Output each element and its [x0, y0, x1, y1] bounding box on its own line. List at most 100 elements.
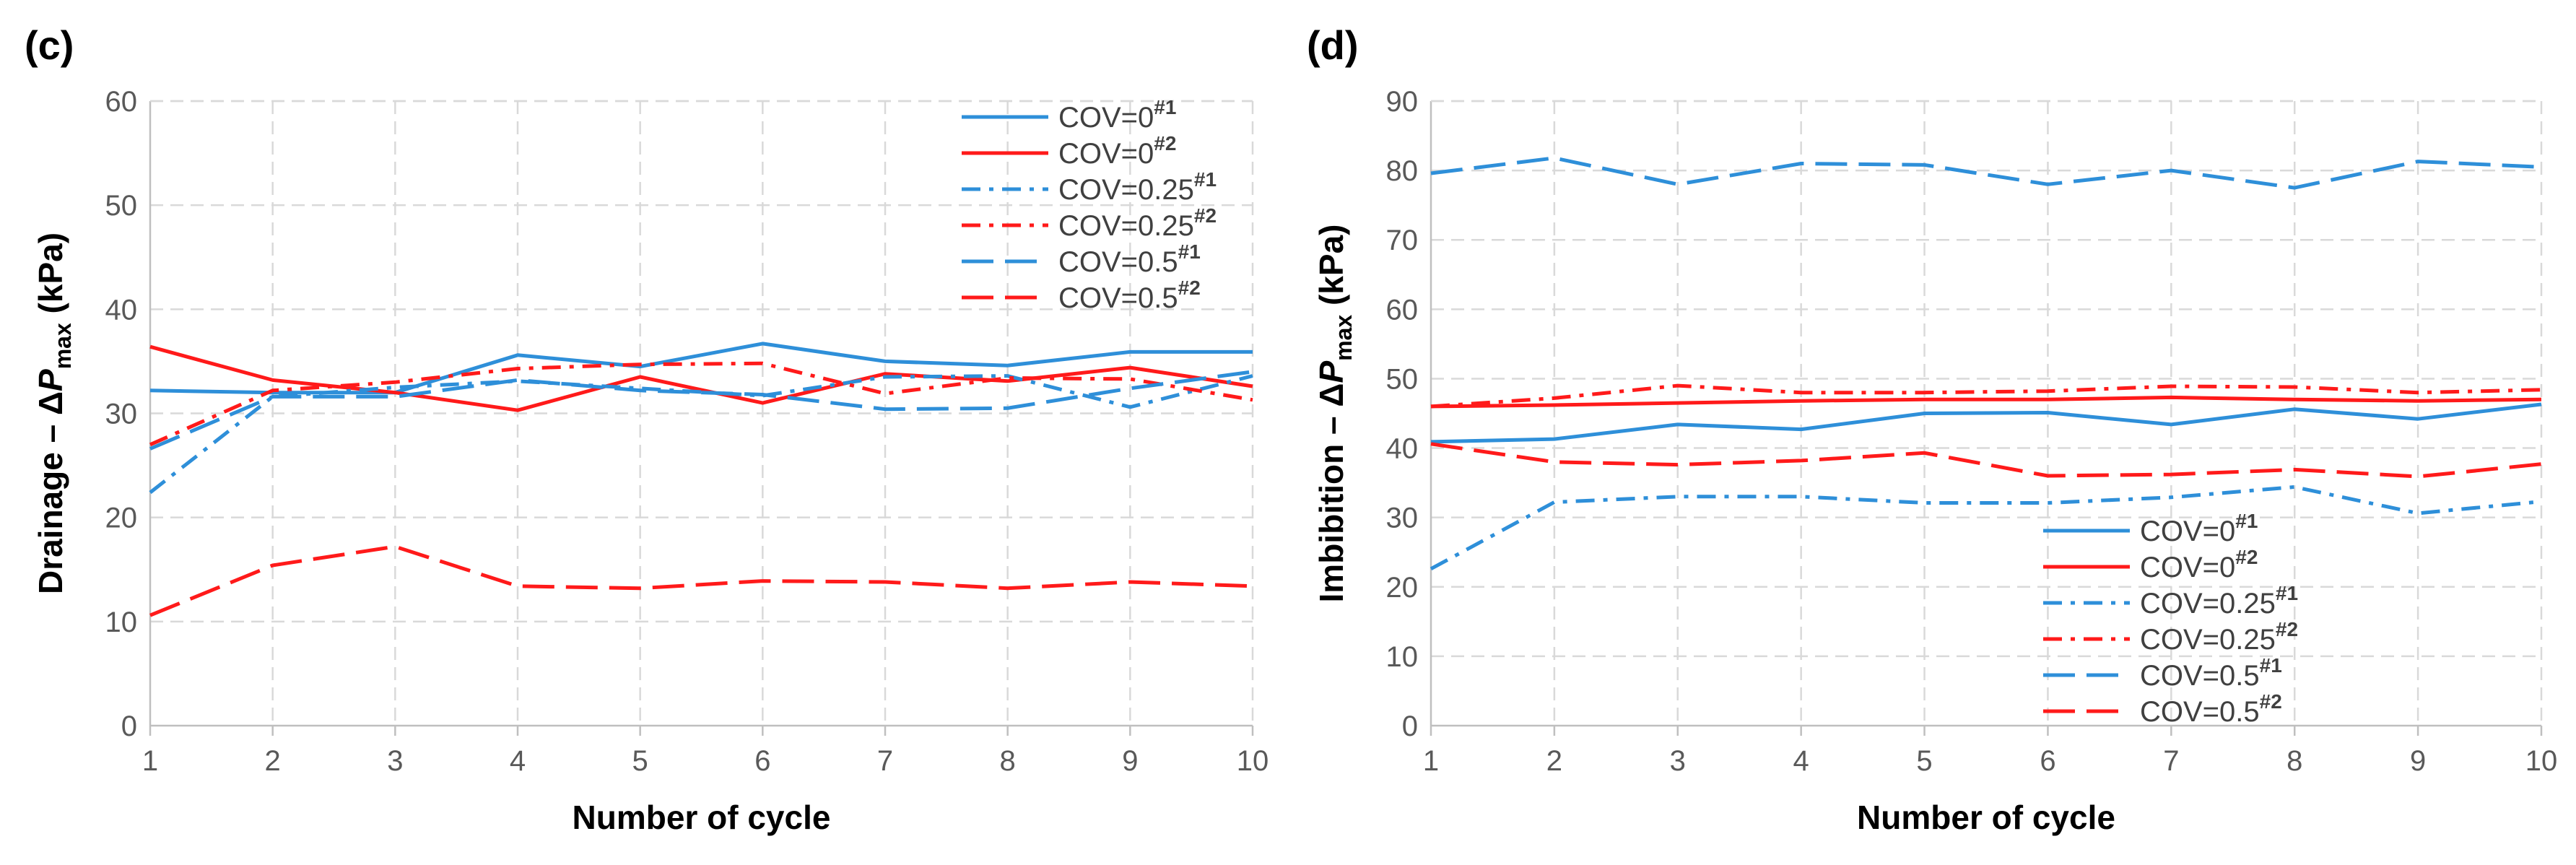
axes-c: [149, 100, 1254, 736]
y-tick-label: 10: [1386, 641, 1419, 673]
series-line-c-2: [149, 344, 1253, 412]
y-axis-title-sub-c: max: [50, 323, 76, 369]
x-tick-label: 3: [1670, 745, 1686, 777]
legend-label: COV=0.5#2: [2140, 690, 2282, 728]
x-tick-label: 5: [632, 745, 648, 777]
series-lines-d: [1430, 156, 2542, 570]
series-line-d-6: [1430, 442, 2542, 479]
x-tick-label: 1: [142, 745, 158, 777]
legend-label-text: COV=0: [1058, 102, 1154, 134]
x-tick-label: 9: [1122, 745, 1138, 777]
legend-label: COV=0.5#2: [1058, 277, 1201, 314]
x-axis-title-c: Number of cycle: [573, 799, 831, 836]
x-tick-label: 3: [387, 745, 403, 777]
y-tick-label: 40: [1386, 433, 1419, 465]
axes-d: [1430, 100, 2543, 736]
y-tick-label: 20: [1386, 572, 1419, 604]
x-tick-label: 10: [2525, 745, 2558, 777]
y-tick-label: 80: [1386, 155, 1419, 187]
legend-label-sup: #2: [2276, 618, 2298, 640]
series-line-d-5: [1430, 156, 2542, 190]
gridlines-d: [1431, 100, 2541, 726]
y-tick-label: 30: [1386, 503, 1419, 534]
y-axis-title-unit-d: (kPa): [1313, 225, 1350, 315]
x-tick-label: 10: [1237, 745, 1269, 777]
series-line-d-2: [1430, 395, 2542, 409]
y-axis-title-c: Drainage – ΔPmax (kPa): [32, 232, 76, 594]
y-tick-labels-d: 0 10 20 30 40 50 60 70 80 90: [1386, 86, 1419, 742]
y-tick-label: 0: [1402, 710, 1418, 742]
legend-label: COV=0.5#1: [2140, 654, 2282, 692]
x-tick-label: 9: [2410, 745, 2426, 777]
series-line-d-4: [1430, 383, 2542, 409]
series-line-c-6: [149, 544, 1253, 617]
y-tick-label: 10: [105, 607, 138, 638]
x-tick-label: 5: [1916, 745, 1932, 777]
legend-label-text: COV=0: [1058, 138, 1154, 170]
x-tick-label: 4: [1793, 745, 1809, 777]
legend-label-sup: #2: [1178, 277, 1201, 299]
y-tick-labels-c: 0 10 20 30 40 50 60: [105, 86, 138, 742]
legend-label-text: COV=0: [2140, 552, 2235, 583]
x-tick-label: 6: [754, 745, 770, 777]
legend-c: COV=0#1COV=0#2COV=0.25#1COV=0.25#2COV=0.…: [962, 96, 1217, 314]
y-axis-title-var-d: P: [1313, 361, 1350, 383]
legend-label: COV=0#2: [2140, 546, 2258, 583]
x-tick-label: 4: [510, 745, 526, 777]
legend-label-sup: #2: [1194, 204, 1217, 227]
legend-label: COV=0.25#1: [2140, 582, 2298, 620]
legend-label-sup: #1: [1194, 168, 1217, 191]
x-tick-label: 1: [1423, 745, 1439, 777]
y-tick-label: 50: [1386, 363, 1419, 395]
series-line-d-1: [1430, 402, 2542, 444]
series-lines-c: [149, 342, 1253, 617]
x-tick-label: 7: [2163, 745, 2179, 777]
legend-label-sup: #1: [1154, 96, 1176, 118]
x-tick-label: 6: [2040, 745, 2055, 777]
y-axis-title-unit-c: (kPa): [32, 232, 69, 323]
chart-panel-d: (d) 0 10 20 30 40 50 60 70 80 90 1 2 3 4 5 6 7 8 9 10 Numb…: [1307, 22, 2557, 836]
y-tick-label: 40: [105, 294, 138, 326]
legend-label-sup: #1: [2235, 510, 2258, 532]
legend-label-text: COV=0.25: [2140, 588, 2276, 620]
series-line-c-5: [149, 370, 1253, 451]
y-tick-label: 60: [1386, 294, 1419, 326]
chart-panel-c: (c) 0 10 20 30 40 50 60 1 2 3 4 5 6 7 8 9 10 Number of …: [25, 22, 1269, 836]
y-axis-title-d: Imbibition – ΔPmax (kPa): [1313, 225, 1357, 603]
y-axis-title-sub-d: max: [1331, 315, 1357, 361]
legend-label-text: COV=0.25: [2140, 624, 2276, 656]
x-tick-label: 2: [265, 745, 281, 777]
series-line-c-4: [149, 361, 1253, 447]
legend-d: COV=0#1COV=0#2COV=0.25#1COV=0.25#2COV=0.…: [2043, 510, 2298, 728]
x-tick-label: 8: [2286, 745, 2302, 777]
legend-label-sup: #1: [2260, 654, 2282, 677]
legend-label-text: COV=0.25: [1058, 210, 1194, 242]
legend-label: COV=0.5#1: [1058, 240, 1201, 278]
panel-label-d: (d): [1307, 22, 1359, 68]
legend-label-sup: #2: [2235, 546, 2258, 568]
x-tick-labels-c: 1 2 3 4 5 6 7 8 9 10: [142, 745, 1269, 777]
panel-label-c: (c): [25, 22, 74, 68]
legend-label-sup: #1: [2276, 582, 2298, 604]
legend-label-text: COV=0.5: [2140, 660, 2260, 692]
x-tick-labels-d: 1 2 3 4 5 6 7 8 9 10: [1423, 745, 2557, 777]
legend-label-sup: #2: [2260, 690, 2282, 713]
y-tick-label: 60: [105, 86, 138, 118]
legend-label-text: COV=0.5: [1058, 246, 1178, 278]
y-axis-title-prefix-c: Drainage – Δ: [32, 391, 69, 594]
x-axis-title-d: Number of cycle: [1857, 799, 2115, 836]
legend-label-sup: #2: [1154, 132, 1176, 155]
legend-label: COV=0.25#2: [2140, 618, 2298, 656]
legend-label-text: COV=0: [2140, 516, 2235, 547]
legend-label: COV=0#2: [1058, 132, 1176, 170]
series-line-d-3: [1430, 484, 2542, 570]
x-tick-label: 2: [1546, 745, 1562, 777]
legend-label-text: COV=0.5: [1058, 282, 1178, 314]
x-tick-label: 7: [877, 745, 893, 777]
y-tick-label: 70: [1386, 225, 1419, 256]
y-axis-title-var-c: P: [32, 369, 69, 391]
series-line-c-3: [149, 374, 1253, 495]
y-tick-label: 20: [105, 503, 138, 534]
